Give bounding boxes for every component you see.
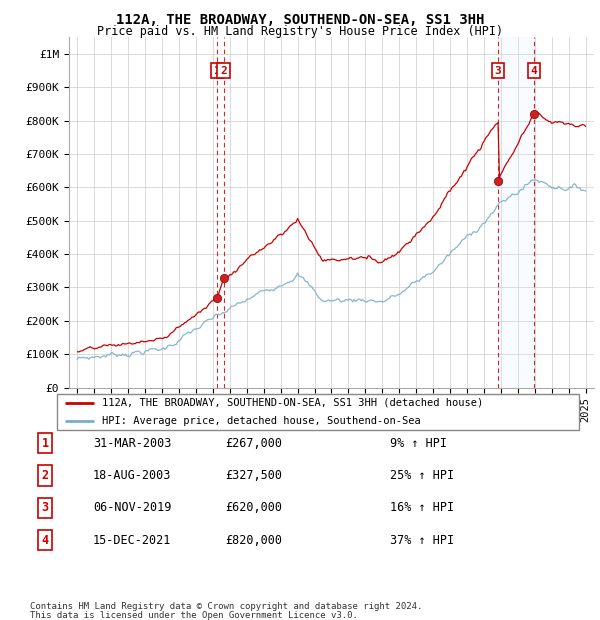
Text: 112A, THE BROADWAY, SOUTHEND-ON-SEA, SS1 3HH (detached house): 112A, THE BROADWAY, SOUTHEND-ON-SEA, SS1…	[101, 397, 483, 408]
Text: 25% ↑ HPI: 25% ↑ HPI	[390, 469, 454, 482]
FancyBboxPatch shape	[56, 394, 580, 430]
Text: 16% ↑ HPI: 16% ↑ HPI	[390, 502, 454, 514]
Text: £267,000: £267,000	[225, 437, 282, 450]
Text: 2: 2	[41, 469, 49, 482]
Text: 9% ↑ HPI: 9% ↑ HPI	[390, 437, 447, 450]
Text: Contains HM Land Registry data © Crown copyright and database right 2024.: Contains HM Land Registry data © Crown c…	[30, 602, 422, 611]
Text: This data is licensed under the Open Government Licence v3.0.: This data is licensed under the Open Gov…	[30, 611, 358, 619]
Text: 112A, THE BROADWAY, SOUTHEND-ON-SEA, SS1 3HH: 112A, THE BROADWAY, SOUTHEND-ON-SEA, SS1…	[116, 13, 484, 27]
Text: 3: 3	[495, 66, 502, 76]
Text: 3: 3	[41, 502, 49, 514]
Text: 15-DEC-2021: 15-DEC-2021	[93, 534, 172, 546]
Text: 37% ↑ HPI: 37% ↑ HPI	[390, 534, 454, 546]
Text: £620,000: £620,000	[225, 502, 282, 514]
Text: HPI: Average price, detached house, Southend-on-Sea: HPI: Average price, detached house, Sout…	[101, 416, 420, 427]
Bar	[498, 37, 534, 387]
Text: 1: 1	[41, 437, 49, 450]
Text: 06-NOV-2019: 06-NOV-2019	[93, 502, 172, 514]
Text: 18-AUG-2003: 18-AUG-2003	[93, 469, 172, 482]
Text: £820,000: £820,000	[225, 534, 282, 546]
Text: Price paid vs. HM Land Registry's House Price Index (HPI): Price paid vs. HM Land Registry's House …	[97, 25, 503, 37]
Text: 31-MAR-2003: 31-MAR-2003	[93, 437, 172, 450]
Text: 4: 4	[530, 66, 538, 76]
Text: 1: 1	[214, 66, 221, 76]
Text: 2: 2	[220, 66, 227, 76]
Text: 4: 4	[41, 534, 49, 546]
Text: £327,500: £327,500	[225, 469, 282, 482]
